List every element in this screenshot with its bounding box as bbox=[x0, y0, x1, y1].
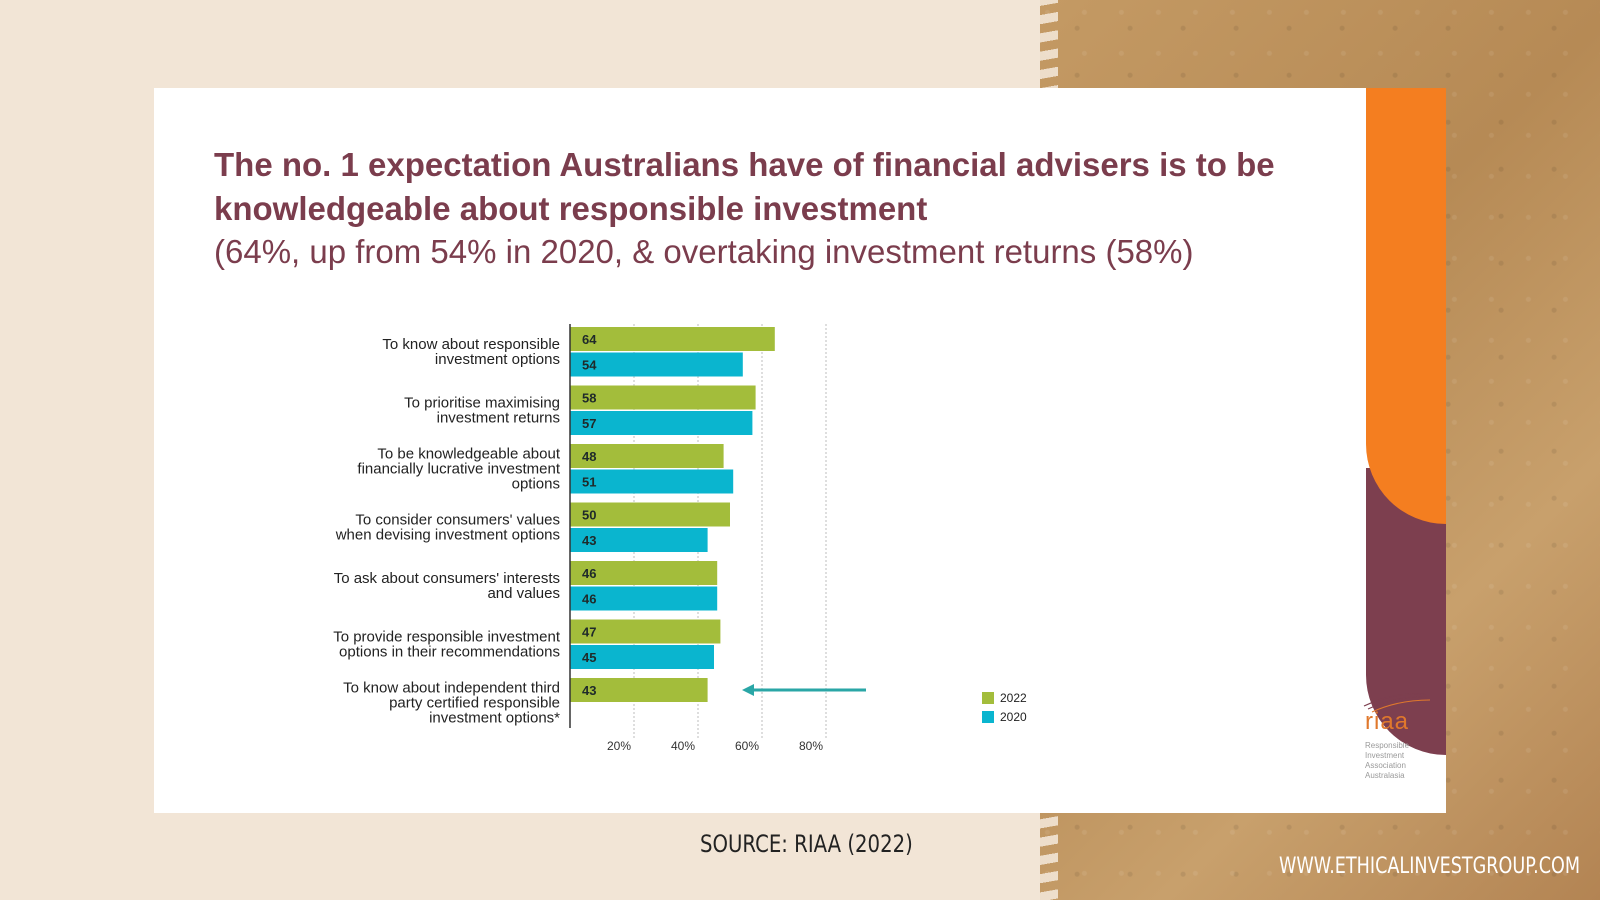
bar-2022 bbox=[570, 444, 724, 468]
riaa-logo-subtext: Responsible Investment Association Austr… bbox=[1365, 741, 1410, 780]
category-label: financially lucrative investment bbox=[357, 460, 560, 477]
bar-2022 bbox=[570, 678, 708, 702]
slide-card: The no. 1 expectation Australians have o… bbox=[154, 88, 1446, 813]
category-label: party certified responsible bbox=[389, 694, 560, 711]
bar-2022 bbox=[570, 561, 718, 585]
data-label: 45 bbox=[582, 650, 596, 665]
category-label: To prioritise maximising bbox=[404, 394, 560, 411]
data-label: 54 bbox=[582, 358, 597, 373]
bar-chart: 20% 40% 60% 80% 64 54 To know about responsibl… bbox=[333, 324, 1027, 753]
bar-2020 bbox=[570, 352, 743, 377]
x-tick-label: 60% bbox=[735, 739, 759, 753]
data-label: 48 bbox=[582, 449, 596, 464]
category-label: options bbox=[512, 475, 560, 492]
source-caption: SOURCE: RIAA (2022) bbox=[700, 830, 913, 858]
legend-swatch-2022 bbox=[982, 692, 994, 704]
category-label: To know about responsible bbox=[382, 336, 560, 353]
category-label: when devising investment options bbox=[335, 526, 560, 543]
category-label: To ask about consumers' interests bbox=[334, 570, 560, 587]
bar-2020 bbox=[570, 586, 718, 611]
data-label: 58 bbox=[582, 391, 596, 406]
data-label: 51 bbox=[582, 475, 596, 490]
category-label: investment returns bbox=[437, 409, 560, 426]
website-url: WWW.ETHICALINVESTGROUP.COM bbox=[1279, 854, 1581, 879]
bar-2022 bbox=[570, 619, 721, 644]
page-subtitle: (64%, up from 54% in 2020, & overtaking … bbox=[214, 233, 1194, 270]
x-tick-label: 20% bbox=[607, 739, 631, 753]
data-label: 57 bbox=[582, 416, 596, 431]
category-label: investment options* bbox=[429, 709, 560, 726]
data-label: 46 bbox=[582, 592, 596, 607]
category-label: investment options bbox=[435, 351, 560, 368]
page-title: The no. 1 expectation Australians have o… bbox=[214, 146, 1275, 227]
bar-2020 bbox=[570, 411, 753, 435]
category-label: options in their recommendations bbox=[339, 643, 560, 660]
data-label: 46 bbox=[582, 566, 596, 581]
legend-swatch-2020 bbox=[982, 711, 994, 723]
legend-label: 2020 bbox=[1000, 710, 1027, 724]
data-label: 47 bbox=[582, 625, 596, 640]
bar-2022 bbox=[570, 502, 730, 527]
category-label: To consider consumers' values bbox=[355, 511, 560, 528]
bar-2020 bbox=[570, 528, 708, 552]
accent-orange-shape bbox=[1366, 88, 1446, 524]
data-label: 64 bbox=[582, 332, 597, 347]
data-label: 50 bbox=[582, 508, 596, 523]
x-tick-label: 80% bbox=[799, 739, 823, 753]
bar-2022 bbox=[570, 385, 756, 410]
data-label: 43 bbox=[582, 533, 596, 548]
category-label: and values bbox=[487, 585, 560, 602]
legend-label: 2022 bbox=[1000, 691, 1027, 705]
category-label: To know about independent third bbox=[343, 679, 560, 696]
bar-2020 bbox=[570, 645, 714, 669]
riaa-swoosh-icon bbox=[1363, 693, 1431, 713]
category-label: To be knowledgeable about bbox=[377, 445, 560, 462]
x-tick-label: 40% bbox=[671, 739, 695, 753]
category-label: To provide responsible investment bbox=[333, 628, 561, 645]
bar-2020 bbox=[570, 469, 734, 494]
riaa-logo-word: riaa bbox=[1365, 708, 1410, 735]
data-label: 43 bbox=[582, 683, 596, 698]
bar-2022 bbox=[570, 327, 775, 351]
annotation-arrow-head-icon bbox=[742, 684, 754, 696]
